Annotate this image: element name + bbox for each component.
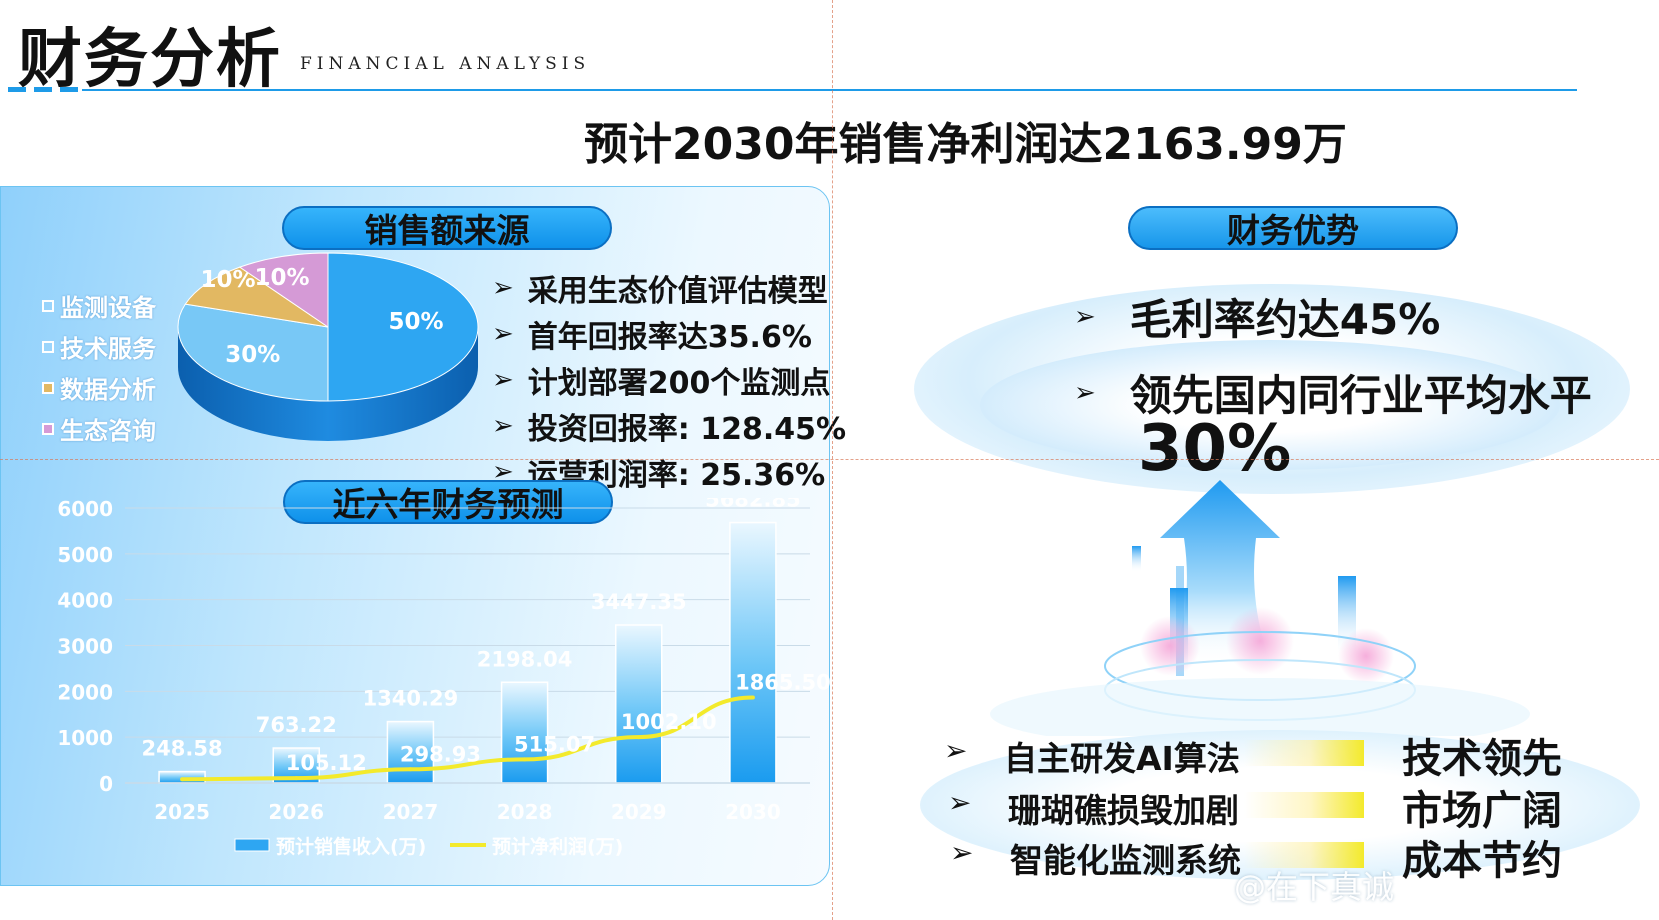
sales-source-pill: 销售额来源 <box>282 206 612 250</box>
legend-item: 生态咨询 <box>42 411 156 446</box>
pie-data-label: 50% <box>388 309 443 335</box>
y-tick-label: 3000 <box>57 635 113 659</box>
pie-data-label: 30% <box>225 342 280 368</box>
y-tick-label: 1000 <box>57 726 113 750</box>
bar-data-label: 5682.85 <box>705 498 801 512</box>
legend-label: 预计销售收入(万) <box>276 835 426 858</box>
pie-legend: 监测设备 技术服务 数据分析 生态咨询 <box>42 288 156 446</box>
legend-item: 监测设备 <box>42 288 156 323</box>
right-arrow-icon <box>1244 792 1364 818</box>
bar <box>386 720 435 784</box>
advantages-pill: 财务优势 <box>1128 206 1458 250</box>
advantage-item: ➢ 领先国内同行业平均水平 <box>1074 371 1592 420</box>
legend-label: 预计净利润(万) <box>492 835 623 858</box>
bullet-item: ➢ 采用生态价值评估模型 <box>492 273 828 309</box>
advantage-item: ➢ 毛利率约达45% <box>1074 295 1441 344</box>
page-title: 财务分析 <box>18 23 282 97</box>
right-arrow-icon <box>1244 740 1364 766</box>
profit-point <box>636 735 641 740</box>
guide-line <box>832 0 833 920</box>
driver-cause: 智能化监测系统 <box>1010 841 1241 880</box>
x-tick-label: 2029 <box>611 800 667 824</box>
line-data-label: 515.07 <box>514 732 595 756</box>
arrow-bullet-icon: ➢ <box>492 411 514 441</box>
bar-data-label: 763.22 <box>256 713 337 737</box>
legend-swatch <box>42 299 54 312</box>
line-data-label: 1002.10 <box>621 710 717 734</box>
headline: 预计2030年销售净利润达2163.99万 <box>584 119 1347 170</box>
bullet-item: ➢ 投资回报率: 128.45% <box>492 411 847 447</box>
header-rule <box>82 89 1577 91</box>
arrow-bullet-icon: ➢ <box>950 836 974 869</box>
glow-disc-inner <box>980 340 1560 470</box>
y-tick-label: 0 <box>99 772 113 796</box>
advantage-value: 30% <box>1138 412 1292 486</box>
driver-result: 市场广阔 <box>1402 788 1562 834</box>
y-tick-label: 2000 <box>57 680 113 704</box>
pie-side <box>178 327 478 441</box>
y-tick-label: 6000 <box>57 498 113 521</box>
header-dash <box>8 87 26 92</box>
legend-swatch <box>234 838 270 852</box>
forecast-pill: 近六年财务预测 <box>283 480 613 524</box>
arrow-bullet-icon: ➢ <box>492 365 514 395</box>
bar <box>729 521 777 784</box>
legend-item: 技术服务 <box>42 329 156 364</box>
bar <box>615 624 663 784</box>
x-tick-label: 2030 <box>725 800 781 824</box>
x-tick-label: 2026 <box>268 800 324 824</box>
bar-data-label: 2198.04 <box>477 647 573 671</box>
arrow-bullet-icon: ➢ <box>492 273 514 303</box>
right-arrow-icon <box>1244 842 1364 868</box>
driver-cause: 自主研发AI算法 <box>1004 739 1240 778</box>
page-subtitle: FINANCIAL ANALYSIS <box>300 54 591 74</box>
legend-swatch <box>42 381 54 394</box>
arrow-bullet-icon: ➢ <box>948 786 972 819</box>
profit-point <box>522 757 527 762</box>
pie-chart: 50%30%10%10% <box>177 252 479 441</box>
bullet-item: ➢ 首年回报率达35.6% <box>492 319 812 355</box>
up-arrow-icon <box>990 480 1530 736</box>
bullet-item: ➢ 计划部署200个监测点 <box>492 365 831 401</box>
arrow-bullet-icon: ➢ <box>492 319 514 349</box>
profit-point <box>294 776 299 781</box>
profit-line <box>182 695 753 782</box>
arrow-bullet-icon: ➢ <box>1074 301 1096 332</box>
y-tick-label: 4000 <box>57 589 113 613</box>
pie-slice <box>327 252 479 402</box>
bar-data-label: 3447.35 <box>591 590 687 614</box>
x-tick-label: 2025 <box>154 800 210 824</box>
arrow-bullet-icon: ➢ <box>944 734 968 767</box>
header-dash <box>60 87 78 92</box>
driver-result: 技术领先 <box>1402 736 1562 782</box>
x-tick-label: 2028 <box>497 800 553 824</box>
legend-swatch <box>42 422 54 435</box>
arrow-bullet-icon: ➢ <box>1074 377 1096 408</box>
guide-line <box>0 459 1659 460</box>
sales-bullets: ➢ 采用生态价值评估模型 ➢ 首年回报率达35.6% ➢ 计划部署200个监测点 ➢ 投… <box>492 266 846 494</box>
pie-slice <box>184 266 329 328</box>
line-data-label: 1865.50 <box>735 670 830 694</box>
y-tick-label: 5000 <box>57 543 113 567</box>
pie-data-label: 10% <box>254 265 309 291</box>
pie-slice <box>177 303 329 402</box>
profit-point <box>408 767 413 772</box>
driver-cause: 珊瑚礁损毁加剧 <box>1008 791 1239 830</box>
profit-point <box>750 695 755 700</box>
x-tick-label: 2027 <box>383 800 439 824</box>
profit-point <box>180 777 185 782</box>
pie-slice <box>238 252 329 328</box>
watermark: @在下真诚 <box>1234 868 1395 906</box>
bar <box>500 681 549 784</box>
line-data-label: 105.12 <box>286 751 367 775</box>
arrow-bullet-icon: ➢ <box>492 457 514 487</box>
legend-swatch <box>42 340 54 353</box>
forecast-chart: 0 1000 2000 3000 4000 5000 6000 248.58 2025 763.2… <box>57 498 830 858</box>
bar-data-label: 1340.29 <box>363 687 459 711</box>
header-dash <box>34 87 52 92</box>
legend-item: 数据分析 <box>42 370 156 405</box>
bar-data-label: 248.58 <box>142 737 223 761</box>
line-data-label: 298.93 <box>400 742 481 766</box>
driver-result: 成本节约 <box>1402 838 1562 884</box>
